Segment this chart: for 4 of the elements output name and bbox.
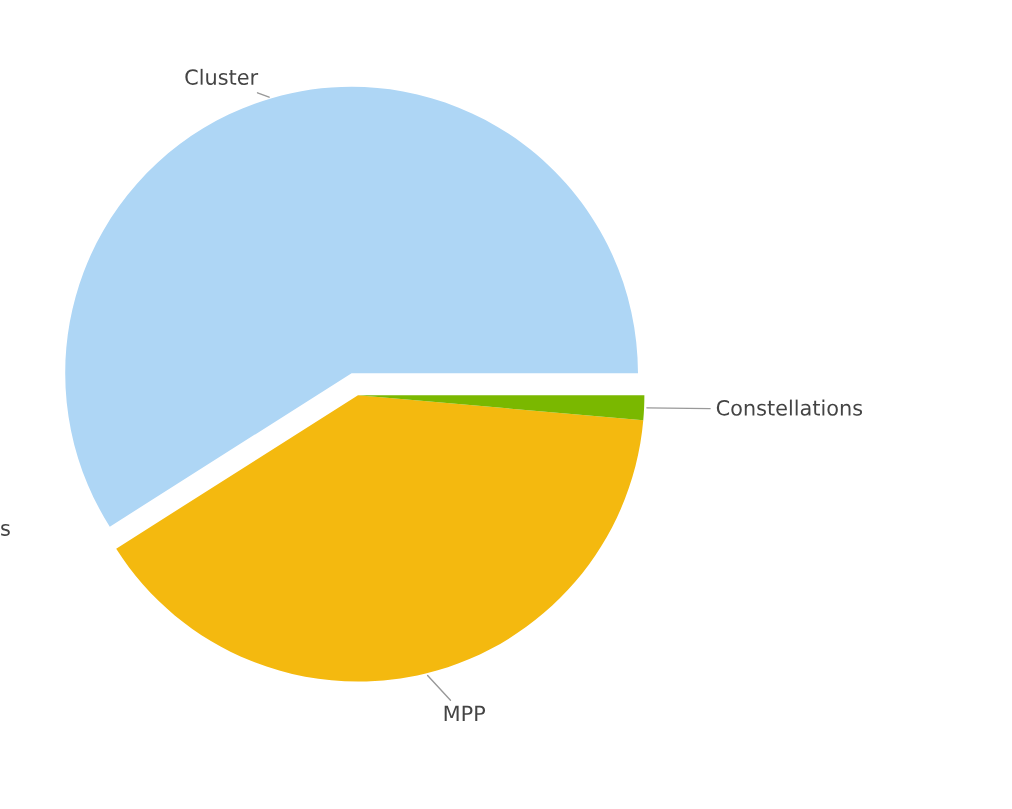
slice-label: Cluster bbox=[185, 68, 259, 85]
slice-label: Constellations bbox=[716, 399, 863, 416]
text: s bbox=[1, 523, 10, 536]
slice-label: MPP bbox=[444, 705, 486, 721]
